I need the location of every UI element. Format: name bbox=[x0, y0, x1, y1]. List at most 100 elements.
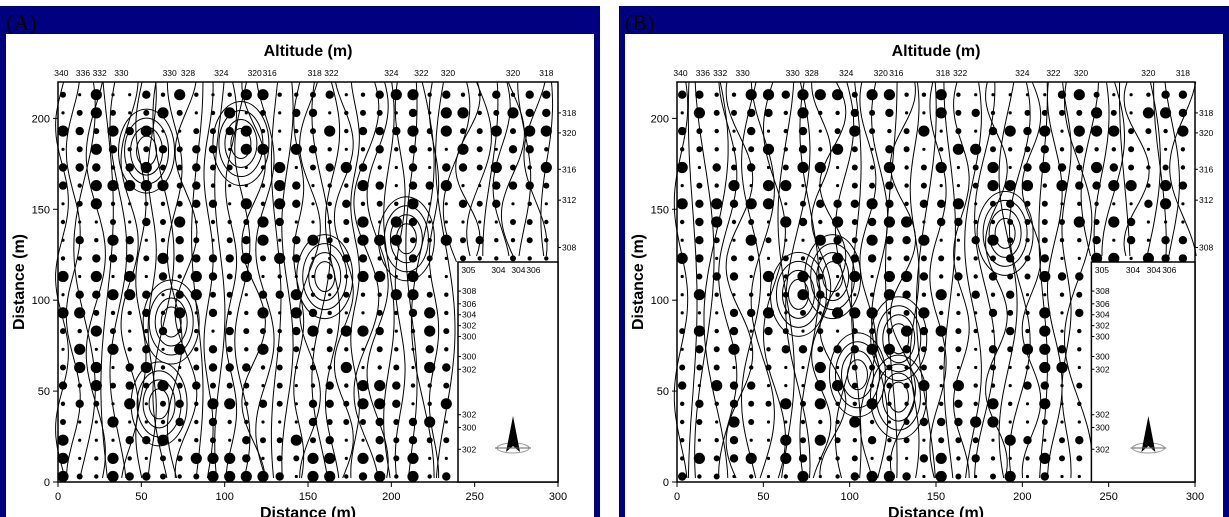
sample-point bbox=[766, 256, 771, 260]
sample-point bbox=[540, 125, 552, 137]
sample-point bbox=[695, 90, 704, 99]
sample-point bbox=[1111, 147, 1116, 152]
sample-point bbox=[695, 399, 704, 408]
sample-point bbox=[377, 365, 382, 370]
sample-point bbox=[292, 236, 301, 245]
sample-point bbox=[1145, 128, 1152, 135]
sample-point bbox=[834, 437, 841, 444]
contour-line bbox=[466, 81, 492, 257]
sample-point bbox=[919, 454, 929, 463]
right-contour-label: 312 bbox=[562, 195, 576, 205]
sample-point bbox=[176, 146, 183, 153]
sample-point bbox=[476, 128, 483, 135]
sample-point bbox=[1057, 345, 1067, 354]
sample-point bbox=[357, 380, 369, 392]
x-tick-label: 0 bbox=[55, 491, 61, 503]
sample-point bbox=[493, 109, 500, 116]
sample-point bbox=[939, 384, 943, 388]
sample-point bbox=[784, 420, 788, 424]
sample-point bbox=[174, 89, 186, 101]
sample-point bbox=[508, 145, 518, 154]
sample-point bbox=[525, 145, 534, 154]
sample-point bbox=[344, 110, 349, 116]
sample-point bbox=[227, 310, 232, 316]
sample-point bbox=[1128, 128, 1135, 135]
sample-point bbox=[111, 274, 115, 279]
sample-point bbox=[732, 129, 736, 133]
sample-point bbox=[1077, 256, 1081, 260]
sample-point bbox=[260, 328, 266, 335]
sample-point bbox=[955, 109, 962, 116]
sample-point bbox=[849, 416, 861, 428]
sample-point bbox=[974, 365, 978, 370]
sample-point bbox=[328, 256, 332, 260]
sample-point bbox=[1178, 90, 1188, 99]
sample-point bbox=[428, 111, 432, 115]
sample-point bbox=[800, 200, 806, 207]
sample-point bbox=[157, 107, 169, 119]
sample-point bbox=[851, 164, 858, 171]
sample-point bbox=[177, 274, 182, 279]
right-contour-label: 312 bbox=[1199, 195, 1213, 205]
x-tick-label: 300 bbox=[549, 491, 567, 503]
sample-point bbox=[715, 420, 719, 424]
sample-point bbox=[747, 381, 756, 390]
sample-point bbox=[242, 436, 251, 445]
sample-point bbox=[508, 181, 518, 190]
inset-top-label: 306 bbox=[526, 265, 540, 275]
right-contour-label: 300 bbox=[462, 332, 476, 342]
sample-point bbox=[440, 107, 452, 119]
sample-point bbox=[1060, 329, 1064, 333]
sample-point bbox=[478, 220, 482, 224]
sample-point bbox=[408, 308, 418, 318]
sample-point bbox=[327, 365, 332, 370]
sample-point bbox=[375, 90, 384, 99]
sample-point bbox=[1177, 125, 1189, 137]
sample-point bbox=[244, 111, 248, 115]
sample-point bbox=[57, 434, 69, 446]
sample-point bbox=[92, 290, 101, 299]
sample-point bbox=[392, 381, 401, 390]
sample-point bbox=[1077, 201, 1082, 206]
sample-point bbox=[1006, 254, 1015, 263]
sample-point bbox=[108, 145, 118, 154]
top-contour-label: 316 bbox=[889, 68, 903, 78]
sample-point bbox=[444, 292, 449, 297]
sample-point bbox=[1178, 236, 1188, 245]
sample-point bbox=[749, 184, 753, 188]
sample-point bbox=[192, 163, 201, 172]
sample-point bbox=[224, 452, 236, 464]
sample-point bbox=[991, 438, 995, 442]
sample-point bbox=[60, 364, 66, 371]
sample-point bbox=[310, 128, 316, 135]
sample-point bbox=[174, 307, 186, 319]
sample-point bbox=[1008, 93, 1012, 97]
sample-point bbox=[226, 346, 233, 353]
sample-point bbox=[327, 183, 332, 188]
sample-point bbox=[798, 126, 808, 136]
x-tick-label: 200 bbox=[382, 491, 400, 503]
sample-point bbox=[428, 202, 432, 206]
sample-point bbox=[835, 419, 840, 425]
sample-point bbox=[293, 346, 300, 353]
sample-point bbox=[94, 456, 99, 461]
sample-point bbox=[1108, 180, 1120, 192]
sample-point bbox=[60, 419, 66, 425]
sample-point bbox=[308, 108, 318, 118]
sample-point bbox=[374, 234, 386, 246]
sample-point bbox=[277, 274, 282, 279]
sample-point bbox=[426, 128, 433, 135]
contour-line bbox=[998, 81, 1018, 479]
sample-point bbox=[849, 307, 861, 319]
sample-point bbox=[294, 92, 299, 97]
sample-point bbox=[143, 382, 150, 389]
sample-point bbox=[390, 234, 402, 246]
contour-map-b: Altitude (m) 0 50 100 150 200 0 50 100 150 200 250 3… bbox=[625, 34, 1223, 517]
sample-point bbox=[1024, 146, 1031, 153]
sample-point bbox=[110, 219, 116, 225]
sample-point bbox=[327, 147, 332, 152]
contour-line bbox=[383, 81, 395, 479]
contour-line bbox=[434, 81, 456, 479]
sample-point bbox=[783, 147, 788, 152]
sample-point bbox=[275, 472, 284, 481]
